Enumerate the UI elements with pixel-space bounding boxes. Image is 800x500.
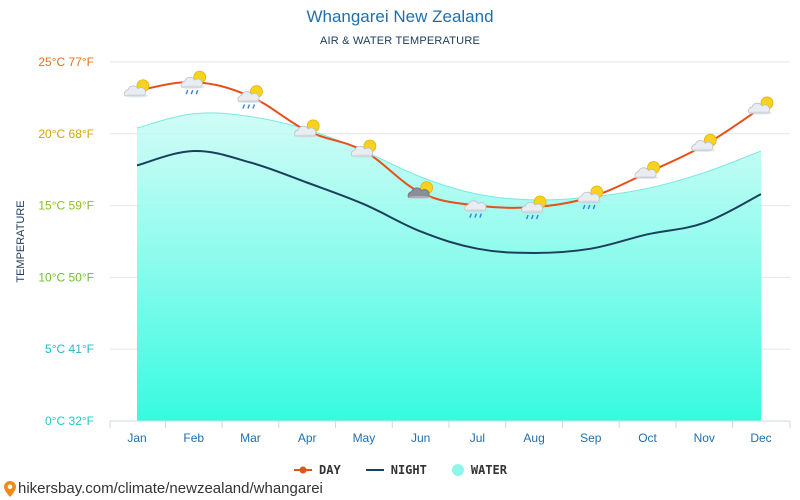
water-area <box>137 112 761 421</box>
sun-cloud-rain-icon <box>237 85 263 109</box>
x-tick-label: Nov <box>694 431 715 445</box>
map-pin-icon <box>4 480 16 497</box>
x-tick-label: Apr <box>298 431 317 445</box>
cloud-shape <box>294 125 317 137</box>
y-tick-label: 25°C 77°F <box>38 55 94 69</box>
rain-drop <box>195 89 199 95</box>
x-tick-label: Sep <box>580 431 602 445</box>
rain-drop <box>252 104 256 109</box>
rain-drop <box>587 204 591 210</box>
cloud-base <box>124 94 148 98</box>
footer-url[interactable]: hikersbay.com/climate/newzealand/whangar… <box>18 480 323 497</box>
cloud-shape <box>634 167 657 178</box>
legend-water-marker <box>451 464 464 476</box>
cloud-base <box>691 148 716 152</box>
cloud-base <box>407 196 432 200</box>
cloud-shape <box>521 201 544 213</box>
rain-drop <box>190 89 194 95</box>
rain-drop <box>535 214 539 220</box>
rain-drop <box>474 213 478 218</box>
y-tick-label: 5°C 41°F <box>45 342 94 356</box>
cloud-base <box>748 111 772 115</box>
sun-dark-cloud-icon <box>407 181 434 200</box>
x-tick-label: Jun <box>411 431 430 445</box>
x-tick-label: Aug <box>523 431 544 445</box>
cloud-base <box>577 200 602 204</box>
rain-drop <box>479 213 483 218</box>
rain-drop <box>469 213 473 218</box>
legend-label-water: WATER <box>470 463 507 477</box>
x-tick-label: Dec <box>750 431 771 445</box>
rain-drop <box>242 104 246 109</box>
rain-drop <box>530 214 534 220</box>
cloud-shape <box>577 191 600 203</box>
legend-label-night: NIGHT <box>390 463 427 477</box>
legend-item-night[interactable]: NIGHT <box>365 463 427 477</box>
y-tick-label: 15°C 59°F <box>38 199 94 213</box>
legend-item-day[interactable]: DAY <box>293 463 341 477</box>
rain-drop <box>582 204 586 210</box>
chart-subtitle: AIR & WATER TEMPERATURE <box>319 35 481 47</box>
cloud-shape <box>691 140 714 151</box>
sun-cloud-icon <box>294 119 320 138</box>
cloud-base <box>180 85 205 89</box>
legend-night-marker <box>365 469 384 471</box>
water-line <box>136 112 762 201</box>
sun-cloud-rain-icon <box>521 195 547 220</box>
sun-cloud-rain-icon <box>577 185 604 210</box>
x-tick-label: Jan <box>127 431 146 445</box>
sun-cloud-icon <box>124 79 150 98</box>
cloud-base <box>237 99 262 104</box>
y-tick-label: 0°C 32°F <box>45 414 94 428</box>
legend-item-water[interactable]: WATER <box>451 463 507 477</box>
legend-label-day: DAY <box>319 463 341 477</box>
legend: DAY NIGHT WATER <box>0 463 800 477</box>
cloud-base <box>350 154 375 158</box>
sun-cloud-icon <box>350 139 377 158</box>
y-tick-label: 10°C 50°F <box>38 270 94 284</box>
sun-cloud-icon <box>691 133 717 152</box>
rain-drop <box>592 204 596 210</box>
cloud-shape <box>237 91 260 102</box>
night-line <box>136 150 762 254</box>
x-tick-label: May <box>353 431 376 445</box>
footer: hikersbay.com/climate/newzealand/whangar… <box>4 480 323 497</box>
cloud-base <box>294 134 319 138</box>
x-tick-label: Mar <box>240 431 261 445</box>
y-axis-title: TEMPERATURE <box>15 200 27 282</box>
cloud-shape <box>124 85 146 97</box>
sun-cloud-rain-icon <box>180 70 207 95</box>
cloud-shape <box>407 187 430 199</box>
sun-cloud-icon <box>748 96 774 115</box>
cloud-shape <box>748 102 770 114</box>
cloud-base <box>464 209 489 213</box>
x-tick-label: Feb <box>183 431 204 445</box>
sun-cloud-icon <box>634 161 660 180</box>
rain-drop <box>247 104 251 109</box>
cloud-base <box>521 210 546 214</box>
rain-drop <box>525 214 529 220</box>
rain-drop <box>185 89 189 95</box>
cloud-base <box>634 175 659 180</box>
temperature-chart: 0°C 32°F 5°C 41°F 10°C 50°F 15°C 59°F 20°C 6… <box>15 55 791 445</box>
x-tick-label: Oct <box>638 431 657 445</box>
x-tick-label: Jul <box>470 431 485 445</box>
y-tick-label: 20°C 68°F <box>38 127 94 141</box>
legend-day-marker <box>294 466 313 474</box>
cloud-rain-icon <box>464 200 489 218</box>
chart-title: Whangarei New Zealand <box>306 7 494 26</box>
cloud-shape <box>350 145 373 157</box>
cloud-shape <box>464 200 487 211</box>
cloud-shape <box>180 76 203 88</box>
